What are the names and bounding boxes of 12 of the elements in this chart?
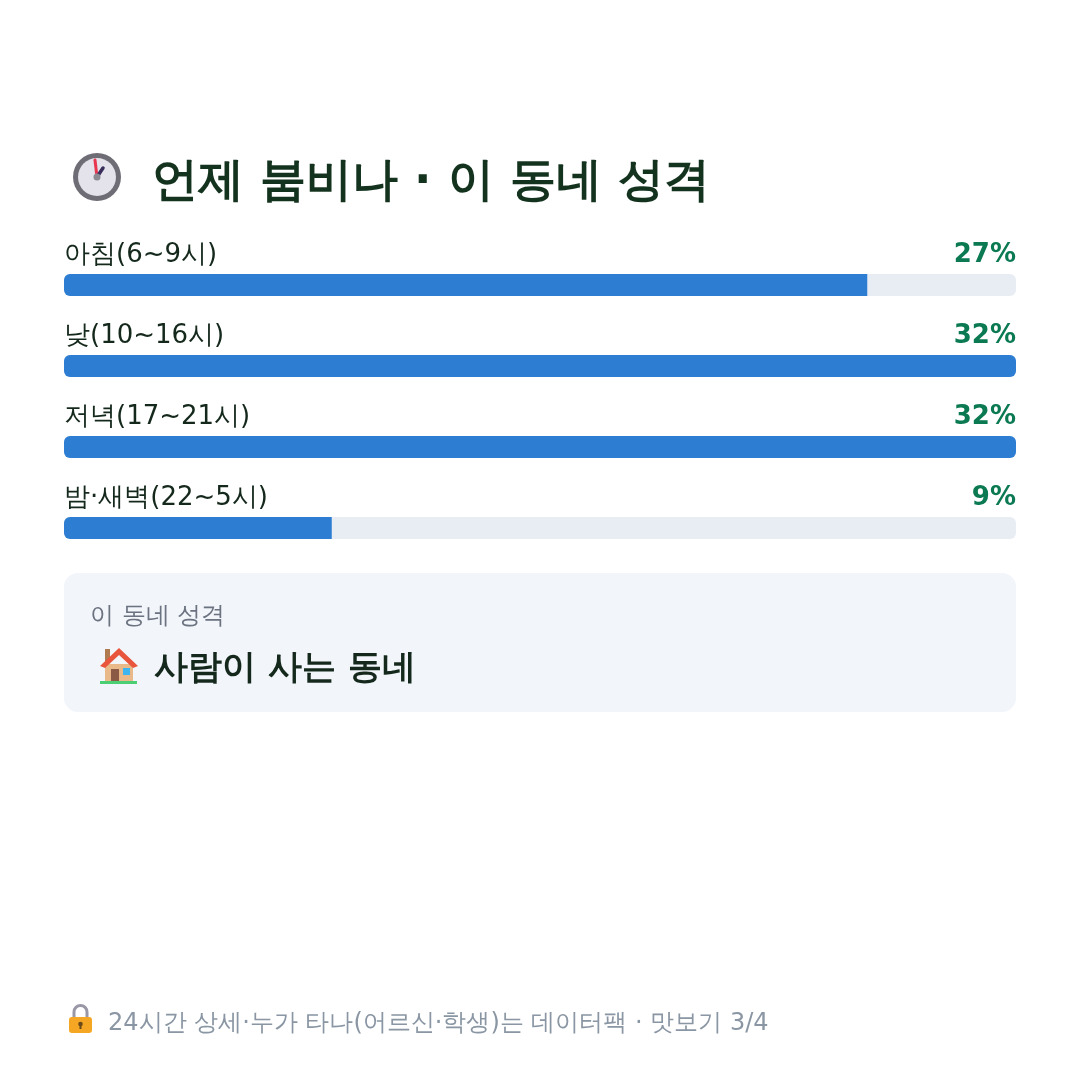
data-label: 9% (971, 481, 1016, 511)
text: 이 동네 성격 (90, 601, 226, 629)
data-label: 27% (953, 238, 1016, 268)
y-tick-label: 저녁(17~21시) (64, 400, 251, 430)
data-label: 32% (953, 400, 1016, 430)
chart-title: 언제 붐비나 · 이 동네 성격 (152, 152, 710, 206)
text: 사람이 사는 동네 (154, 646, 416, 686)
y-tick-label: 밤·새벽(22~5시) (64, 481, 268, 511)
y-tick-label: 낮(10~16시) (64, 319, 225, 349)
y-tick-label: 아침(6~9시) (64, 238, 218, 268)
data-label: 32% (953, 319, 1016, 349)
text: 24시간 상세·누가 타나(어르신·학생)는 데이터팩 · 맛보기 3/4 (108, 1008, 769, 1036)
